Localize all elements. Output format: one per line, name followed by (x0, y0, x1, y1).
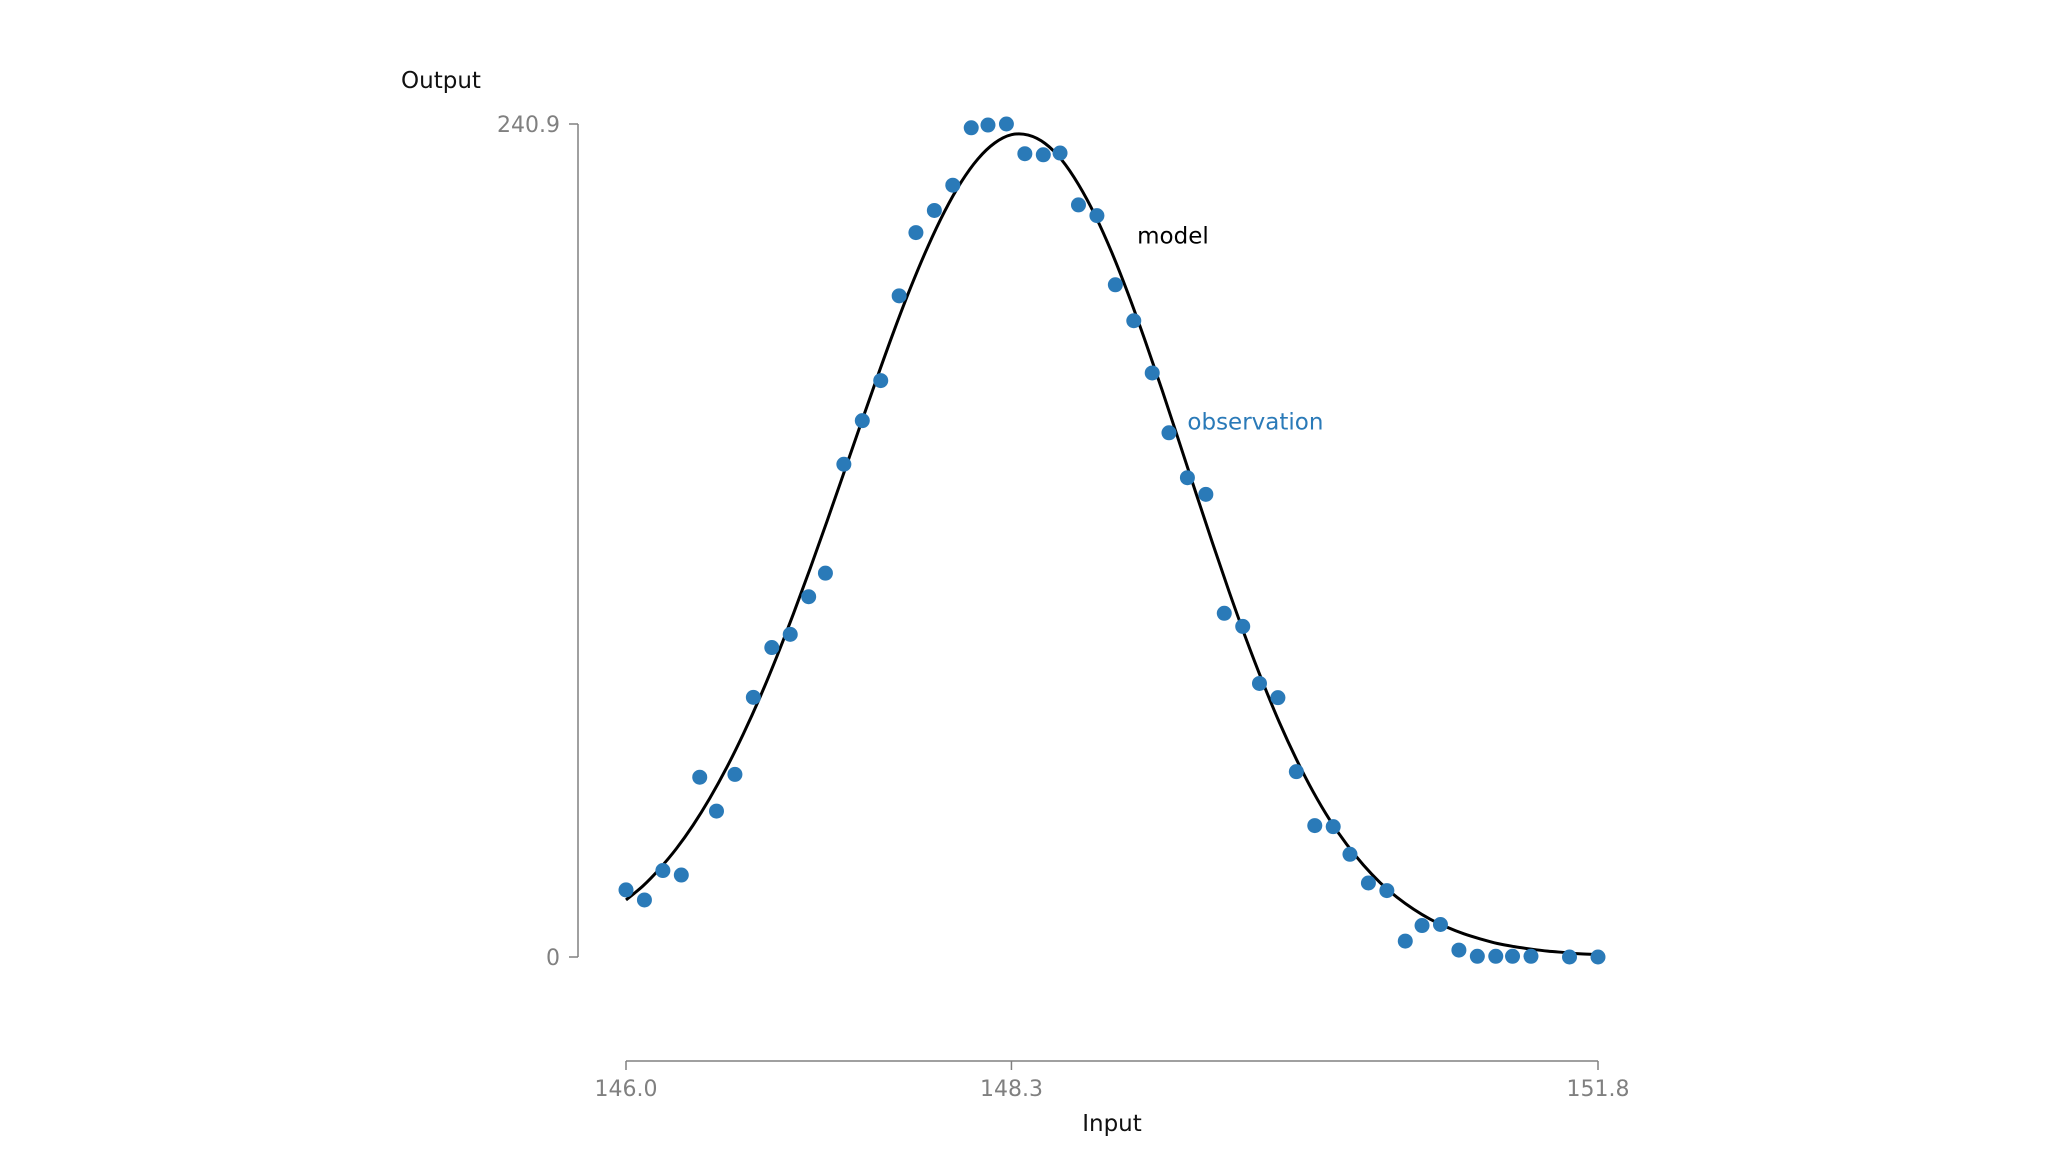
observation-point (1235, 618, 1251, 634)
observation-point (945, 177, 961, 193)
observation-point (1161, 425, 1177, 441)
observation-point (1288, 764, 1304, 780)
x-tick-label: 146.0 (595, 1077, 658, 1102)
observation-point (963, 120, 979, 136)
x-axis-title: Input (1082, 1111, 1142, 1137)
observation-point (782, 626, 798, 642)
observation-label: observation (1187, 409, 1323, 435)
observation-point (1052, 145, 1068, 161)
observation-point (1107, 277, 1123, 293)
observation-point (980, 117, 996, 133)
observation-point (692, 769, 708, 785)
observation-point (1270, 690, 1286, 706)
observation-point (817, 565, 833, 581)
observation-point (1251, 675, 1267, 691)
observation-point (673, 867, 689, 883)
observation-point (1126, 313, 1142, 329)
model-line (625, 132, 1599, 957)
observation-point (1070, 197, 1086, 213)
observation-point (1017, 146, 1033, 162)
observation-point (1488, 948, 1504, 964)
observation-point (873, 373, 889, 389)
observation-point (618, 882, 634, 898)
observation-point (926, 202, 942, 218)
observation-point (908, 225, 924, 241)
observation-point (836, 456, 852, 472)
observation-point (1198, 486, 1214, 502)
observation-point (655, 863, 671, 879)
observation-point (745, 689, 761, 705)
observation-point (1397, 933, 1413, 949)
observation-point (1035, 147, 1051, 163)
observation-point (636, 892, 652, 908)
observation-point (727, 766, 743, 782)
observation-point (764, 640, 780, 656)
observation-point (1089, 208, 1105, 224)
chart-labels: 0 240.9 146.0 148.3 151.8 Input Output model obs… (401, 68, 1629, 1137)
observation-point (1414, 918, 1430, 934)
observation-point (1451, 942, 1467, 958)
observation-point (1360, 875, 1376, 891)
observation-point (1342, 846, 1358, 862)
axes (569, 123, 1599, 1070)
observation-point (1325, 819, 1341, 835)
observation-point (1590, 949, 1606, 965)
chart-marks (618, 116, 1606, 965)
observation-point (708, 803, 724, 819)
observation-point (1216, 605, 1232, 621)
observation-point (801, 589, 817, 605)
observation-point (1432, 916, 1448, 932)
y-axis-title: Output (401, 68, 481, 94)
observation-point (1469, 948, 1485, 964)
observation-point (1505, 948, 1521, 964)
observation-point (854, 413, 870, 429)
observation-point (998, 116, 1014, 132)
observation-point (1307, 818, 1323, 834)
observation-point (1562, 949, 1578, 965)
observation-point (1144, 365, 1160, 381)
observation-point (891, 288, 907, 304)
x-tick-label: 151.8 (1567, 1077, 1630, 1102)
observation-point (1523, 948, 1539, 964)
y-tick-label: 0 (546, 946, 560, 971)
x-tick-label: 148.3 (980, 1077, 1043, 1102)
observation-point (1379, 883, 1395, 899)
observation-point (1179, 470, 1195, 486)
model-label: model (1137, 223, 1209, 249)
y-tick-label: 240.9 (497, 113, 560, 138)
